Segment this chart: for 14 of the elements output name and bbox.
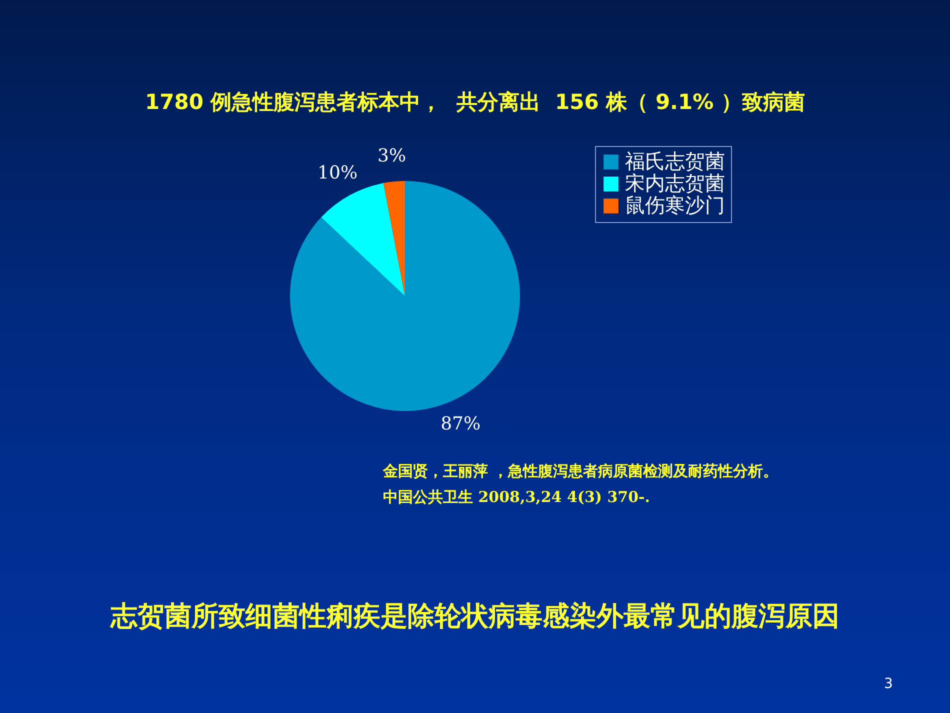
pie-slice	[383, 181, 405, 296]
legend-label: 鼠伤寒沙门	[625, 193, 725, 217]
data-label: 10%	[318, 162, 358, 184]
chart-title: 1780 例急性腹泻患者标本中， 共分离出 156 株（ 9.1% ）致病菌	[144, 89, 806, 116]
pie-slice	[290, 181, 520, 411]
text: 金国贤，王丽萍 ，急性腹泻患者病原菌检测及耐药性分析。	[383, 461, 778, 482]
text: 中国公共卫生 2008,3,24 4(3) 370-.	[383, 487, 650, 508]
data-label: 87%	[440, 413, 481, 434]
data-label: 3%	[378, 146, 406, 167]
text: 志贺菌所致细菌性痢疾是除轮状病毒感染外最常见的腹泻原因	[109, 600, 840, 634]
legend-label: 宋内志贺菌	[625, 171, 725, 195]
pie-slice	[321, 183, 405, 296]
text: 3	[884, 676, 893, 692]
legend-label: 福氏志贺菌	[625, 149, 725, 173]
